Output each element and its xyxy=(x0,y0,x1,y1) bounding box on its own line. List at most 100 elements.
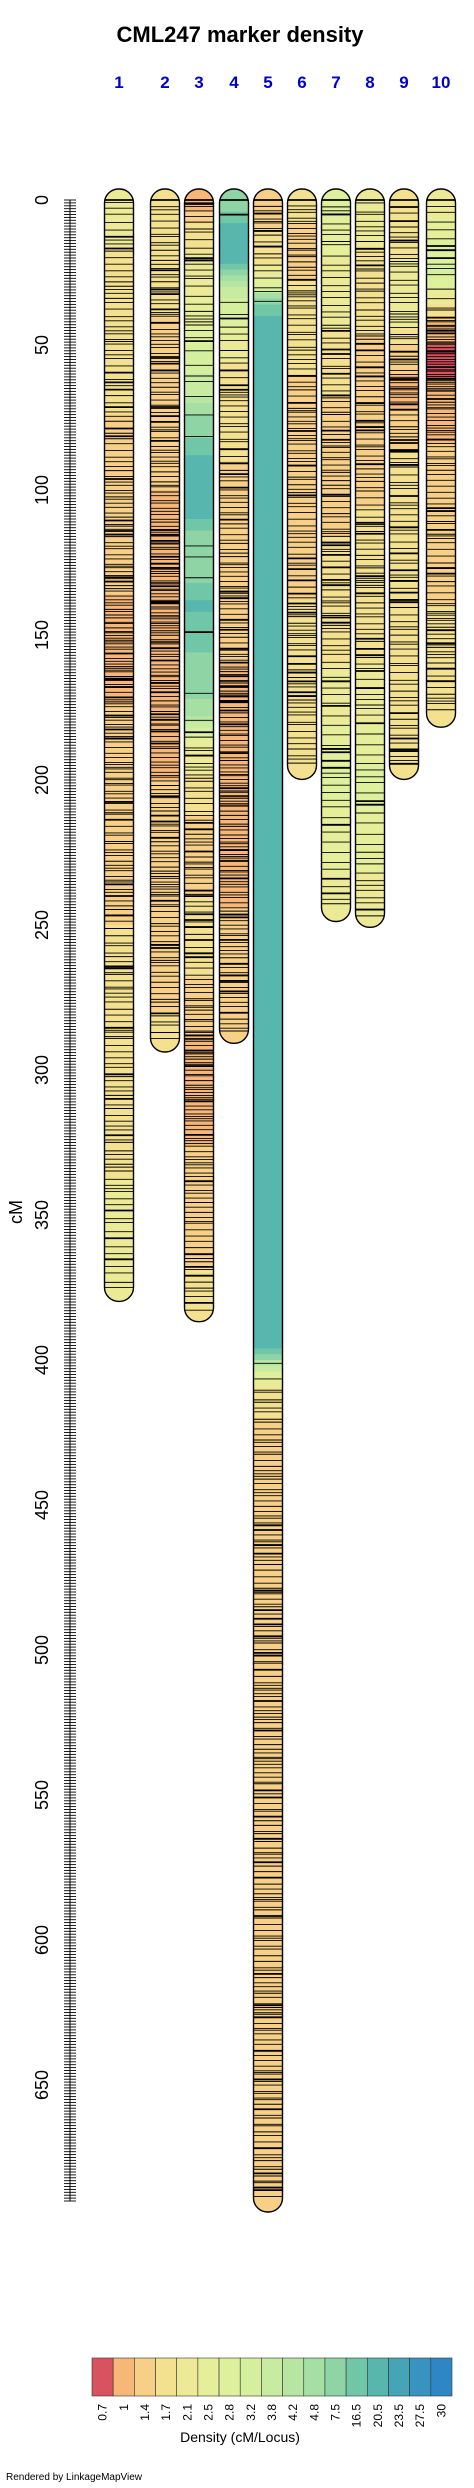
density-segment xyxy=(253,2073,283,2080)
density-segment xyxy=(287,675,317,682)
density-segment xyxy=(104,930,134,938)
density-segment xyxy=(426,617,456,624)
density-segment xyxy=(150,571,180,578)
density-segment xyxy=(253,826,283,833)
legend-swatch xyxy=(112,2357,135,2397)
density-segment xyxy=(355,379,385,387)
density-segment xyxy=(104,623,134,630)
density-segment xyxy=(150,1012,180,1019)
density-segment xyxy=(253,780,283,787)
density-segment xyxy=(253,1592,283,1599)
density-segment xyxy=(184,849,214,856)
chromosome-2 xyxy=(149,188,181,1053)
density-segment xyxy=(253,1203,283,1210)
density-segment xyxy=(321,217,351,224)
density-segment xyxy=(150,275,180,282)
density-segment xyxy=(219,658,249,665)
density-segment xyxy=(184,669,214,677)
density-segment xyxy=(253,524,283,532)
density-segment xyxy=(253,2021,283,2028)
density-segment xyxy=(253,2079,283,2086)
legend-swatch xyxy=(197,2357,220,2397)
density-segment xyxy=(389,733,419,740)
density-segment xyxy=(184,484,214,491)
density-segment xyxy=(253,287,283,294)
density-segment xyxy=(184,640,214,648)
density-segment xyxy=(104,577,134,584)
density-segment xyxy=(104,466,134,474)
density-segment xyxy=(253,513,283,520)
density-segment xyxy=(219,629,249,636)
density-segment xyxy=(253,1093,283,1100)
density-segment xyxy=(104,229,134,236)
density-segment xyxy=(355,617,385,624)
density-segment xyxy=(426,345,456,352)
density-segment xyxy=(150,849,180,856)
density-segment xyxy=(426,635,456,642)
legend-value-label: 1 xyxy=(117,2404,131,2411)
density-segment xyxy=(389,565,419,572)
density-segment xyxy=(426,548,456,555)
density-segment xyxy=(184,252,214,259)
density-segment xyxy=(389,536,419,543)
density-segment xyxy=(253,756,283,764)
density-segment xyxy=(104,588,134,595)
density-segment xyxy=(150,959,180,967)
y-tick-label: 200 xyxy=(32,765,52,795)
density-segment xyxy=(184,513,214,520)
density-segment xyxy=(219,582,249,590)
density-segment xyxy=(355,229,385,236)
density-segment xyxy=(150,594,180,601)
density-segment xyxy=(253,536,283,543)
density-segment xyxy=(253,1406,283,1413)
density-segment xyxy=(219,745,249,752)
density-segment xyxy=(321,339,351,346)
density-segment xyxy=(321,838,351,845)
density-segment xyxy=(253,1307,283,1315)
y-tick-label: 650 xyxy=(32,2070,52,2100)
density-segment xyxy=(184,391,214,398)
density-segment xyxy=(150,965,180,972)
density-segment xyxy=(184,611,214,619)
density-segment xyxy=(219,791,249,798)
density-segment xyxy=(104,988,134,996)
density-segment xyxy=(219,339,249,346)
density-segment xyxy=(321,826,351,833)
density-segment xyxy=(150,814,180,822)
density-segment xyxy=(389,698,419,706)
density-segment xyxy=(321,455,351,462)
density-segment xyxy=(426,269,456,276)
density-segment xyxy=(104,1075,134,1083)
density-segment xyxy=(184,983,214,990)
density-segment xyxy=(355,565,385,572)
density-segment xyxy=(253,693,283,700)
density-segment xyxy=(389,304,419,311)
density-segment xyxy=(426,292,456,300)
density-segment xyxy=(253,449,283,456)
density-segment xyxy=(219,292,249,300)
density-segment xyxy=(355,571,385,578)
chromosome-outline xyxy=(149,188,181,1053)
density-segment xyxy=(150,756,180,764)
legend-swatch xyxy=(430,2357,453,2397)
density-segment xyxy=(321,820,351,827)
density-segment xyxy=(426,420,456,427)
density-segment xyxy=(104,217,134,224)
density-segment xyxy=(104,565,134,572)
density-segment xyxy=(355,687,385,694)
density-segment xyxy=(253,919,283,926)
chromosome-fill-3 xyxy=(184,189,214,1322)
density-segment xyxy=(389,629,419,636)
density-segment xyxy=(253,507,283,514)
density-segment xyxy=(287,635,317,642)
density-segment xyxy=(219,252,249,259)
density-segment xyxy=(150,455,180,462)
density-segment xyxy=(253,1000,283,1007)
density-segment xyxy=(321,252,351,259)
density-segment xyxy=(253,356,283,363)
density-segment xyxy=(253,1319,283,1326)
density-segment xyxy=(184,768,214,775)
chromosome-fill-5 xyxy=(253,189,283,2212)
density-segment xyxy=(355,594,385,601)
density-segment xyxy=(104,513,134,520)
